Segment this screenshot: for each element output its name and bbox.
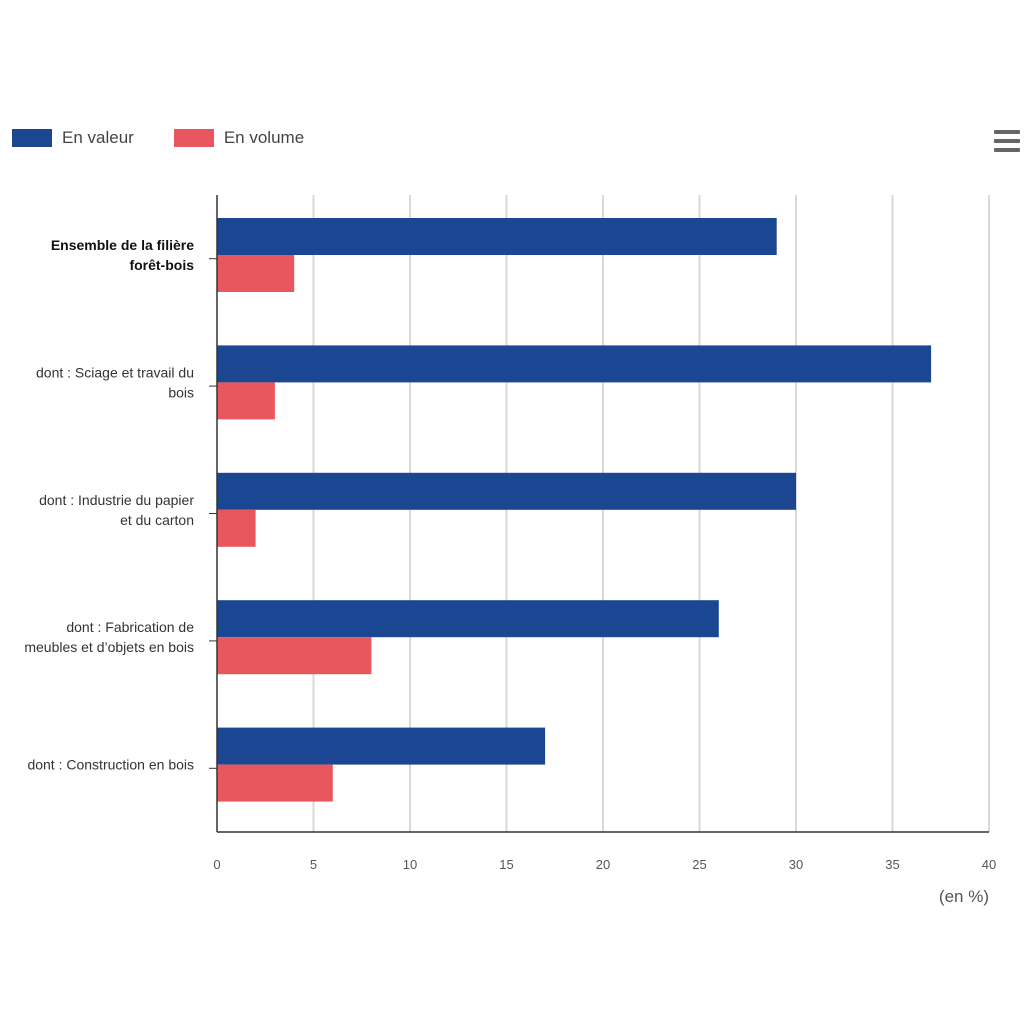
bar-en-volume[interactable]	[217, 764, 333, 802]
category-label: forêt-bois	[129, 257, 194, 273]
bar-en-volume[interactable]	[217, 637, 372, 675]
x-tick-label: 25	[692, 857, 706, 872]
bar-en-volume[interactable]	[217, 255, 295, 292]
legend-item-en-volume[interactable]: En volume	[173, 128, 305, 148]
legend-swatch-en-valeur	[12, 129, 52, 147]
x-tick-label: 40	[982, 857, 996, 872]
menu-line	[994, 139, 1020, 143]
legend-label-en-volume: En volume	[223, 128, 305, 147]
bar-en-volume[interactable]	[217, 382, 275, 420]
x-axis-unit-label: (en %)	[939, 887, 989, 906]
legend: En valeur En volume	[12, 128, 304, 148]
category-label: dont : Construction en bois	[27, 757, 194, 773]
bar-en-valeur[interactable]	[217, 600, 719, 638]
bar-en-valeur[interactable]	[217, 727, 546, 765]
legend-swatch-en-volume	[173, 129, 214, 147]
category-label: Ensemble de la filière	[51, 237, 194, 253]
bar-en-valeur[interactable]	[217, 218, 777, 255]
menu-line	[994, 130, 1020, 134]
bar-en-volume[interactable]	[217, 509, 256, 547]
x-tick-label: 10	[403, 857, 417, 872]
bar-en-valeur[interactable]	[217, 345, 932, 383]
bar-en-valeur[interactable]	[217, 472, 796, 510]
legend-label-en-valeur: En valeur	[62, 128, 134, 147]
x-tick-label: 35	[885, 857, 899, 872]
x-tick-label: 30	[789, 857, 803, 872]
category-label: dont : Sciage et travail du	[36, 364, 194, 380]
category-label: et du carton	[120, 512, 194, 528]
category-label: bois	[168, 384, 194, 400]
category-label: meubles et d’objets en bois	[24, 639, 194, 655]
legend-item-en-valeur[interactable]: En valeur	[12, 128, 134, 148]
hamburger-menu-icon[interactable]	[994, 130, 1020, 152]
x-tick-label: 0	[213, 857, 220, 872]
x-tick-label: 20	[596, 857, 610, 872]
category-label: dont : Fabrication de	[66, 619, 194, 635]
category-label: dont : Industrie du papier	[39, 492, 194, 508]
x-tick-label: 5	[310, 857, 317, 872]
x-tick-label: 15	[499, 857, 513, 872]
menu-line	[994, 148, 1020, 152]
